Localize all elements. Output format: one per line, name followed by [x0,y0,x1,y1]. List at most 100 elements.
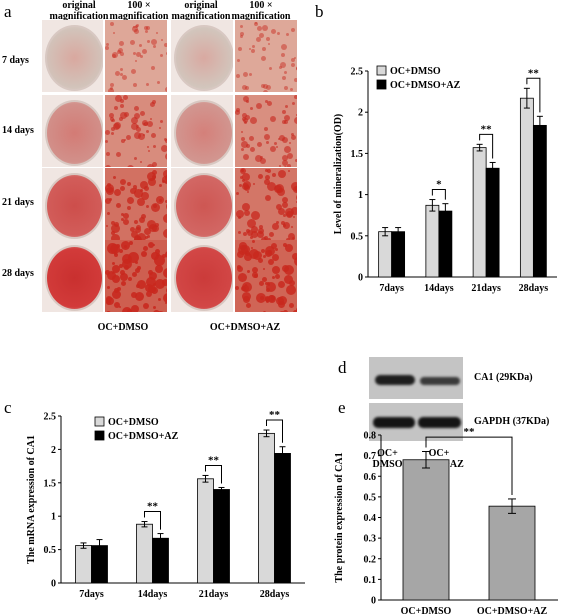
dish-photo [171,168,233,240]
header-original-2: original magnification [171,0,231,22]
y-tick-label: 0.6 [364,472,377,483]
y-axis-label: Level of mineralization(OD) [333,114,344,235]
significance-marker: ** [481,123,493,135]
micrograph-photo [235,95,297,167]
bar-oc-dmso [136,523,153,584]
significance-marker: ** [464,426,476,438]
significance-bracket [425,436,513,495]
panel-e-letter: e [338,398,346,417]
micrograph-photo [105,20,167,92]
row-label-7days: 7 days [2,55,29,66]
group-label-oc-dmso-az: OC+DMSO+AZ [209,322,281,333]
y-tick-label: 0.4 [364,513,377,524]
dish-photo [171,20,233,92]
y-tick-label: 2 [358,108,363,119]
bar-oc-dmso [197,478,214,584]
dish-photo [42,240,103,312]
bar-oc-dmso-az [274,453,291,584]
culture-dish [174,100,233,166]
y-axis-label: The mRNA expression of CA1 [26,435,37,564]
y-axis-label: The protein expression of CA1 [334,452,345,582]
band-gapdh-lane2 [418,417,461,428]
bar-oc-dmso [519,97,534,278]
band-gapdh-lane1 [373,417,415,428]
bar-protein-expression [402,459,450,601]
x-tick-label: 14days [424,283,454,294]
x-tick-label: OC+DMSO+AZ [477,606,548,616]
chart-e-protein-expression: 0 0.1 0.2 0.3 0.4 0.5 0.6 0.7 0.8 The protein exp… [334,426,558,616]
y-tick-label: 1.5 [351,149,364,160]
bar-oc-dmso [472,147,487,278]
bar-oc-dmso [258,432,275,584]
y-tick-label: 0.5 [364,492,377,503]
row-label-21days: 21 days [2,197,34,208]
bar-oc-dmso-az [532,124,547,278]
micrograph-photo [235,20,297,92]
chart-b-mineralization: 0 0.5 1 1.5 2 2.5 Level of mineralization(OD) 7… [333,65,557,294]
dish-photo [171,95,233,167]
culture-dish [45,245,103,311]
legend-swatch [376,79,387,90]
dish-photo [42,20,103,92]
significance-bracket [205,464,222,484]
legend-label: OC+DMSO [108,417,159,428]
significance-bracket [144,511,161,530]
x-tick-label: OC+DMSO [401,606,452,616]
x-tick-label: 28days [260,589,290,600]
bar-oc-dmso [425,204,440,278]
western-blot [369,357,463,441]
dish-photo [42,95,103,167]
header-100x-1: 100 × magnification [109,0,169,22]
y-tick-label: 2 [51,445,56,456]
legend-swatch [94,430,105,441]
panel-b-letter: b [315,2,324,21]
band-ca1-lane2 [420,377,460,385]
row-label-28days: 28 days [2,268,34,279]
significance-marker: * [436,179,442,191]
y-tick-label: 0.1 [364,575,377,586]
significance-marker: ** [147,501,159,513]
x-tick-label: 7days [379,283,404,294]
significance-marker: ** [528,67,540,79]
header-100x-2: 100 × magnification [231,0,291,22]
significance-bracket [431,189,446,200]
panel-d-letter: d [338,358,347,377]
culture-dish [45,173,103,239]
x-tick-label: 28days [519,283,549,294]
micrograph-photo [235,240,297,312]
culture-dish [174,173,233,239]
bar-oc-dmso-az [391,231,406,278]
x-tick-label: 7days [79,589,104,600]
x-tick-label: 21days [471,283,501,294]
y-tick-label: 2.5 [351,67,364,78]
y-tick-label: 1 [51,512,56,523]
culture-dish [174,245,233,311]
legend-label: OC+DMSO [390,66,441,77]
bar-oc-dmso [378,231,393,278]
bar-protein-expression [488,505,536,601]
culture-dish [45,100,103,166]
bar-oc-dmso [75,545,92,584]
micrograph-photo [235,168,297,240]
y-tick-label: 0 [358,273,363,284]
panel-c-letter: c [4,398,12,417]
bar-oc-dmso-az [213,489,230,584]
y-tick-label: 0.8 [364,431,377,442]
x-tick-label: 21days [199,589,229,600]
significance-bracket [526,77,541,113]
legend-label: OC+DMSO+AZ [390,80,461,91]
chart-c-mrna-expression: 0 0.5 1 1.5 2 2.5 The mRNA expression of CA1 7d… [26,409,305,600]
band-ca1-lane1 [375,375,415,385]
panel-a-letter: a [4,2,12,21]
bar-oc-dmso-az [485,167,500,278]
y-tick-label: 1.5 [44,478,57,489]
dish-photo [42,168,103,240]
micrograph-photo [105,95,167,167]
y-tick-label: 0.2 [364,554,377,565]
y-tick-label: 2.5 [44,412,57,423]
y-tick-label: 0 [51,579,56,590]
legend-label: OC+DMSO+AZ [108,431,179,442]
culture-dish [45,25,103,91]
y-tick-label: 1 [358,190,363,201]
culture-dish [174,25,233,91]
